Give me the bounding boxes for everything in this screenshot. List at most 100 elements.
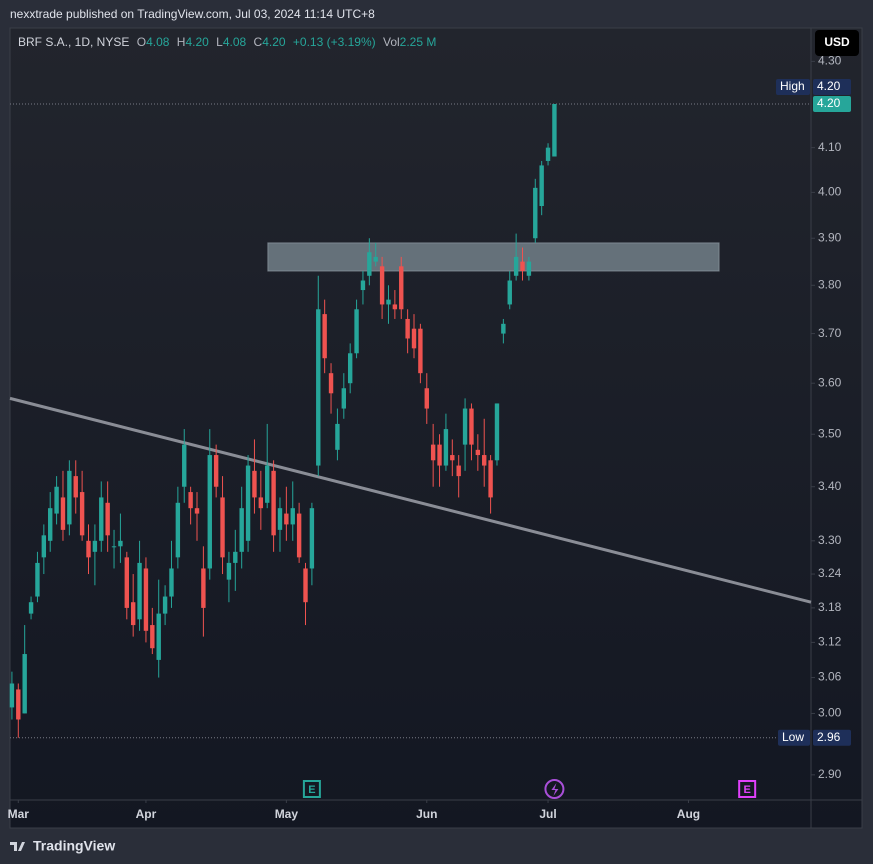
candle-body [316,309,321,466]
y-tick-label: 3.24 [818,566,842,580]
symbol: BRF S.A., 1D, NYSE [18,35,129,49]
candle-body [469,408,474,445]
x-tick-label: Apr [136,807,157,821]
candle-body [354,309,359,354]
legend-line: BRF S.A., 1D, NYSE O4.08 H4.20 L4.08 C4.… [18,35,436,49]
candle-body [150,625,155,649]
event-marker: E [738,780,757,798]
candle-body [156,613,161,660]
candle-body [16,689,21,720]
event-icon [551,783,559,796]
currency-button[interactable] [815,30,859,56]
candle-body [424,388,429,409]
candle-body [539,165,544,207]
candle-body [303,568,308,603]
high-value: 4.20 [817,79,841,93]
candle-body [73,476,78,498]
candle-body [284,513,289,525]
x-tick-label: Aug [677,807,700,821]
y-tick-label: 4.00 [818,185,842,199]
candle-body [475,449,481,456]
candle-body [322,314,327,359]
candle-body [430,444,436,461]
low-value: 2.96 [817,730,841,744]
legend-value: 4.08 [223,35,247,49]
candle-body [507,280,512,305]
candle-body [9,683,15,708]
event-label: E [744,784,751,796]
x-tick-label: Jun [416,807,437,821]
y-tick-label: 2.90 [818,767,842,781]
candle-body [488,460,493,498]
y-tick-label: 3.70 [818,326,842,340]
candle-body [309,508,315,569]
candle-body [418,328,423,374]
event-badge [738,780,757,798]
candle-body [130,602,136,626]
y-tick-label: 4.30 [818,54,842,68]
candle-body [411,328,417,349]
low-label: Low [782,730,804,744]
candle-body [207,455,212,569]
legend-key: Vol [383,35,400,49]
candle-body [67,470,72,525]
event-label: E [308,784,315,796]
candle-body [526,261,532,276]
legend-change: +0.13 (+3.19%) [293,35,376,49]
currency[interactable]: USD [824,35,850,49]
candle-body [54,486,59,514]
low-label-box [778,729,810,746]
low-value-box [813,729,851,746]
candle-body [92,540,98,552]
y-tick-label: 3.90 [818,230,842,244]
candle-body [328,373,334,394]
candle-body [137,562,142,620]
legend-key: C [254,35,263,49]
high-value-box [813,79,851,96]
candle-body [162,596,168,614]
candle-body [48,508,53,541]
candle-body [188,492,193,509]
candle-body [182,444,187,487]
candle-body [494,403,500,461]
y-tick-label: 3.00 [818,706,842,720]
legend-value: 4.08 [146,35,170,49]
candle-body [124,557,129,608]
candle-body [28,602,34,614]
candle-body [513,256,519,276]
candle-body [443,429,449,466]
candle-body [60,497,66,530]
high-label: High [780,79,805,93]
publisher-line: nexxtrade published on TradingView.com, … [10,7,375,21]
candle-body [360,280,366,291]
candle-body [456,465,461,477]
candle-body [226,562,232,580]
candle-body [437,444,442,466]
y-tick-label: 3.50 [818,426,842,440]
logo [10,842,25,851]
x-tick-label: Mar [8,807,30,821]
candle-body [220,497,225,558]
candle-body [392,304,398,310]
candle-body [233,551,238,563]
candle-body [482,455,487,466]
candle-body [552,104,557,157]
legend-value: 4.20 [185,35,209,49]
last-price-box [813,96,851,113]
candle-body [22,654,27,714]
candle-body [239,508,244,552]
candle-body [335,423,340,450]
candle-body [386,299,391,305]
candle-body [501,323,506,334]
candle-body [35,562,40,597]
candle-body [296,513,302,558]
candle-body [79,492,85,536]
x-tick-label: May [275,807,299,821]
candle-body [118,540,123,547]
candle-body [41,535,47,558]
candle-body [265,465,270,503]
candle-body [169,568,174,597]
candle-body [194,508,200,514]
event-badge [544,779,565,799]
